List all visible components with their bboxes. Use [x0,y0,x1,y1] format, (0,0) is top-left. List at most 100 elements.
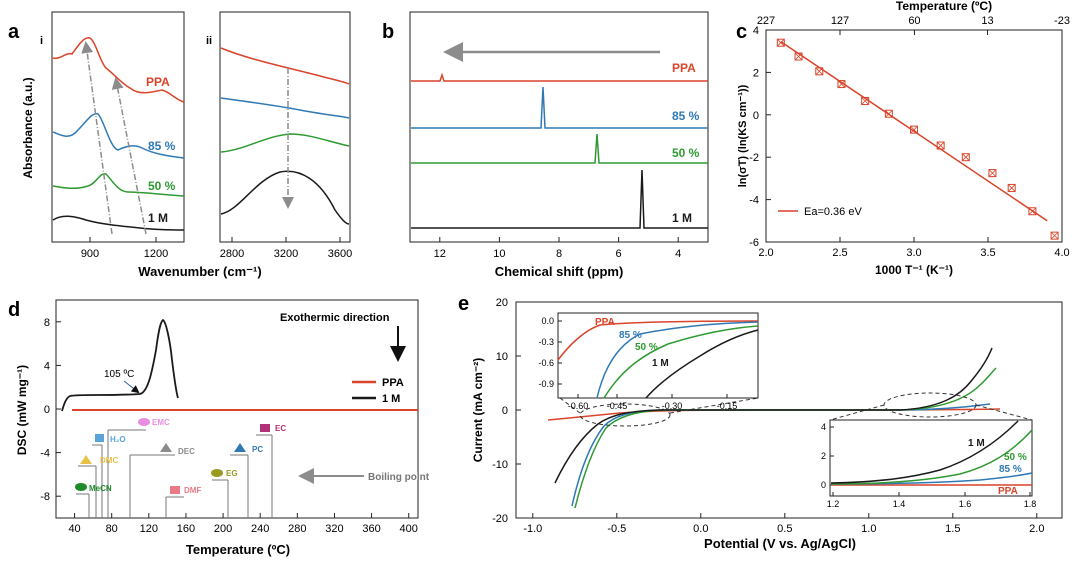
panel-c-data-point [815,67,824,76]
solvent-pc: PC [230,443,263,518]
panel-a-i-85-curve [52,113,185,159]
panel-e-xtick-label: 1.0 [861,523,876,535]
panel-d-xtick-label: 240 [251,523,269,535]
solvent-dmf: DMF [165,486,201,518]
panel-a-ii-50-curve [220,133,350,153]
panel-c-xtick-label: 2.5 [832,247,847,259]
panel-b-label-1m: 1 M [672,211,692,225]
panel-e-inset-2: 1.2 1.4 1.6 1.8 4 2 0 1 M 50 % 85 % PPA [821,419,1037,509]
panel-d-xtick-label: 360 [362,523,380,535]
inset-2-1m-curve [830,420,1019,484]
inset-1-xtick-label: -0.30 [662,401,683,411]
panel-c-ytick-label: 2 [753,67,759,79]
panel-b-xlabel: Chemical shift (ppm) [495,264,624,279]
panel-c-data-point [910,125,918,134]
panel-a-tick-1200: 1200 [144,248,168,260]
panel-d-peak-label: 105 ºC [104,369,134,380]
solvent-ec-label: EC [275,424,286,433]
inset-2-label-50: 50 % [1004,452,1027,463]
panel-b-tick-label: 6 [616,248,622,260]
solvent-emc: EMC [107,418,170,518]
panel-e-zoom-ellipse-1 [579,403,671,427]
panel-e-inset-1-frame [557,312,759,399]
panel-e-ytick-label: 0 [502,405,508,417]
inset-1-label-ppa: PPA [595,317,615,328]
solvent-mecn-label: MeCN [89,484,112,493]
panel-c-data-point [837,80,846,89]
panel-a: a i ii Absorbance (a.u.) Wavenumber (cm⁻… [8,11,352,279]
panel-b-85-spectrum [411,86,708,129]
panel-d-ytick-label: 4 [44,360,50,372]
solvent-mecn: MeCN [75,483,112,518]
inset-1-xtick-label: -0.45 [607,401,628,411]
panel-e-ylabel: Current (mA cm⁻²) [471,358,485,463]
panel-c-ytick-label: 4 [753,25,759,37]
solvent-dmc-label: DMC [100,456,118,465]
panel-e-ytick-label: -10 [492,459,508,471]
panel-c-data-point [884,109,893,118]
inset-1-label-50: 50 % [635,342,658,353]
inset-2-xtick-label: 1.2 [827,499,840,509]
inset-2-xtick-label: 1.6 [959,499,972,509]
panel-e-85-curve [571,403,991,507]
inset-1-label-85: 85 % [619,330,642,341]
inset-1-ppa-curve [557,320,759,361]
solvent-h2o-label: H₂O [110,435,126,444]
panel-b-1m-spectrum [411,169,708,229]
panel-d-ylabel: DSC (mW mg⁻¹) [15,365,29,455]
panel-a-i-50-curve [52,173,185,197]
panel-a-ii-ppa-curve [220,47,350,85]
panel-c-ylabel: ln(σT) (ln(KS cm⁻¹)) [737,84,749,187]
solvent-eg: EG [211,469,238,518]
inset-2-xtick-label: 1.8 [1024,499,1037,509]
panel-e-xtick-label: -0.5 [607,523,626,535]
panel-d-letter: d [8,299,20,321]
inset-2-ytick-label: 0 [821,480,826,490]
solvent-dmf-label: DMF [184,486,201,495]
panel-b-label-ppa: PPA [672,61,696,75]
panel-e-xtick-label: 1.5 [945,523,960,535]
panel-b-50-spectrum [411,133,708,164]
panel-d-xtick-label: 80 [106,523,118,535]
panel-d-1m-curve [61,318,179,412]
panel-c-data-point [961,153,970,162]
panel-a-ii-frame [219,11,351,243]
panel-b-ppa-spectrum [411,72,708,82]
inset-1-ytick-label: -0.6 [538,358,554,368]
panel-c-xlabel: 1000 T⁻¹ (K⁻¹) [875,263,953,277]
inset-1-50-curve [603,325,759,399]
panel-c-data-point [776,38,785,47]
inset-1-xtick-label: -0.60 [568,401,589,411]
panel-d-peak-arrow [123,380,140,394]
panel-a-letter: a [8,21,20,43]
panel-a-i-ppa-curve [52,37,185,103]
inset-2-ytick-label: 4 [821,422,826,432]
panel-e-xtick-label: 2.0 [1029,523,1044,535]
panel-c-toptick-label: 127 [831,15,849,27]
panel-d-ytick-label: 0 [44,404,50,416]
panel-e-zoom-ellipse-2 [883,392,977,418]
solvent-dmc: DMC [78,455,118,518]
panel-a-i-1m-curve [52,215,185,231]
inset-1-ytick-label: 0.0 [541,316,554,326]
panel-c-data-point [794,52,803,61]
panel-c-fit-line [780,41,1048,222]
panel-b-frame [409,11,709,243]
panel-e-ytick-label: -20 [492,513,508,525]
panel-d-xtick-label: 40 [68,523,80,535]
solvent-ec: EC [256,424,286,518]
inset-1-ytick-label: -0.3 [538,337,554,347]
panel-e-letter: e [458,293,469,315]
panel-d-xtick-label: 280 [288,523,306,535]
panel-a-shift-arrow-1 [81,41,113,235]
panel-e-xtick-label: 0.0 [693,523,708,535]
panel-a-label-50: 50 % [148,179,176,193]
panel-a-tick-900: 900 [81,248,99,260]
panel-a-sub-ii: ii [206,35,212,47]
panel-b-label-50: 50 % [672,146,700,160]
panel-c-legend-text: Ea=0.36 eV [804,206,862,218]
panel-c: c Temperature (ºC) ln(σT) (ln(KS cm⁻¹)) … [736,0,1070,277]
panel-c-toptick-label: -23 [1054,15,1070,27]
inset-2-label-ppa: PPA [998,486,1018,497]
